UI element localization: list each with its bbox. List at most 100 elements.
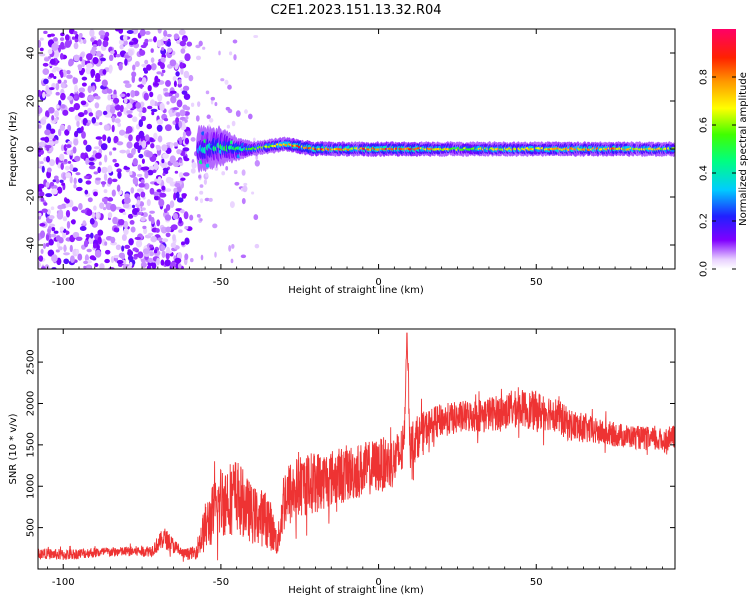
heatmap-cell: [39, 191, 45, 197]
heatmap-cell: [94, 102, 100, 109]
heatmap-cell: [131, 75, 136, 83]
heatmap-cell: [39, 47, 44, 52]
heatmap-cell: [184, 253, 189, 261]
heatmap-cell: [60, 92, 66, 101]
heatmap-cell: [100, 57, 106, 62]
heatmap-cell: [128, 41, 135, 46]
heatmap-cell: [144, 171, 149, 179]
heatmap-cell: [135, 239, 143, 248]
heatmap-cell: [58, 246, 63, 251]
heatmap-cell: [43, 57, 50, 62]
heatmap-cell: [107, 94, 112, 101]
heatmap-cell: [51, 115, 55, 121]
heatmap-cell: [149, 187, 155, 195]
heatmap-cell: [166, 47, 173, 53]
heatmap-cell: [73, 42, 79, 50]
heatmap-cell: [166, 246, 171, 254]
heatmap-cell: [135, 102, 142, 109]
heatmap-cell: [229, 201, 235, 209]
heatmap-cell: [44, 129, 51, 136]
heatmap-cell: [80, 209, 88, 214]
heatmap-cell: [104, 258, 110, 264]
heatmap-cell: [169, 59, 177, 67]
heatmap-cell: [39, 53, 46, 57]
heatmap-cell: [38, 183, 45, 189]
heatmap-cell: [103, 173, 108, 182]
heatmap-cell: [122, 263, 127, 269]
heatmap-cell: [41, 266, 46, 269]
heatmap-cell: [146, 141, 151, 145]
colorbar-ticks: 0.0 0.2 0.4 0.6 0.8: [699, 69, 736, 277]
heatmap-cell: [95, 177, 101, 181]
heatmap-cell: [51, 69, 57, 73]
heatmap-cell: [183, 93, 191, 101]
snr-frame: [37, 328, 676, 570]
heatmap-cell: [63, 79, 68, 84]
heatmap-cell: [65, 202, 70, 208]
heatmap-cell: [164, 259, 171, 267]
heatmap-cell: [182, 172, 190, 177]
heatmap-cell: [225, 106, 231, 111]
heatmap-cell: [55, 82, 60, 91]
heatmap-cell: [59, 226, 65, 232]
heatmap-cell: [53, 175, 59, 180]
heatmap-cell: [166, 33, 172, 38]
heatmap-cell: [45, 181, 50, 188]
heatmap-cell: [64, 40, 72, 48]
heatmap-cell: [117, 122, 122, 127]
heatmap-cell: [179, 109, 186, 117]
heatmap-cell: [95, 72, 101, 81]
heatmap-cell: [110, 256, 115, 263]
heatmap-cell: [119, 149, 127, 154]
heatmap-cell: [184, 226, 189, 230]
heatmap-cell: [68, 60, 73, 67]
heatmap-cell: [107, 177, 113, 185]
heatmap-cell: [97, 229, 104, 236]
heatmap-cell: [62, 216, 68, 222]
heatmap-cell: [89, 29, 95, 37]
colorbar-tick-label: 0.4: [699, 165, 710, 181]
heatmap-cell: [179, 136, 183, 145]
heatmap-cell: [165, 176, 173, 184]
heatmap-cell: [103, 124, 110, 131]
heatmap-cell: [141, 77, 147, 85]
heatmap-cell: [196, 214, 201, 218]
heatmap-cell: [160, 259, 165, 266]
snr-x-axis: -100 -50 0 50: [47, 329, 663, 588]
heatmap-cell: [77, 112, 85, 118]
heatmap-cell: [115, 104, 121, 111]
heatmap-cell: [112, 147, 117, 151]
heatmap-cell: [112, 158, 117, 163]
heatmap-cell: [210, 99, 214, 105]
heatmap-cell: [111, 189, 116, 197]
heatmap-cell: [83, 265, 87, 269]
snr-y-tick-label: 500: [26, 518, 37, 537]
heatmap-cell: [205, 172, 209, 178]
heatmap-cell: [83, 239, 89, 248]
heatmap-cell: [54, 117, 58, 123]
heatmap-cell: [121, 245, 125, 252]
heatmap-cell: [94, 249, 102, 258]
snr-xlabel: Height of straight line (km): [288, 585, 424, 596]
heatmap-cell: [130, 226, 136, 233]
heatmap-cell: [74, 130, 79, 138]
heatmap-cell: [160, 245, 166, 251]
heatmap-cell: [136, 199, 141, 206]
spectrogram-y-tick-label: -20: [26, 189, 37, 205]
heatmap-cell: [55, 249, 60, 253]
heatmap-cell: [175, 191, 180, 199]
heatmap-cell: [160, 56, 166, 64]
heatmap-cell: [172, 107, 179, 111]
heatmap-cell: [141, 115, 146, 121]
heatmap-cell: [83, 260, 89, 265]
heatmap-cell: [102, 110, 108, 116]
heatmap-cell: [60, 144, 65, 152]
heatmap-cell: [42, 91, 46, 99]
heatmap-cell: [63, 258, 70, 265]
heatmap-cell: [242, 185, 248, 193]
heatmap-cell: [98, 139, 103, 147]
heatmap-cell: [68, 107, 75, 112]
heatmap-cell: [174, 170, 179, 174]
heatmap-cell: [136, 188, 144, 193]
heatmap-cell: [47, 48, 53, 55]
